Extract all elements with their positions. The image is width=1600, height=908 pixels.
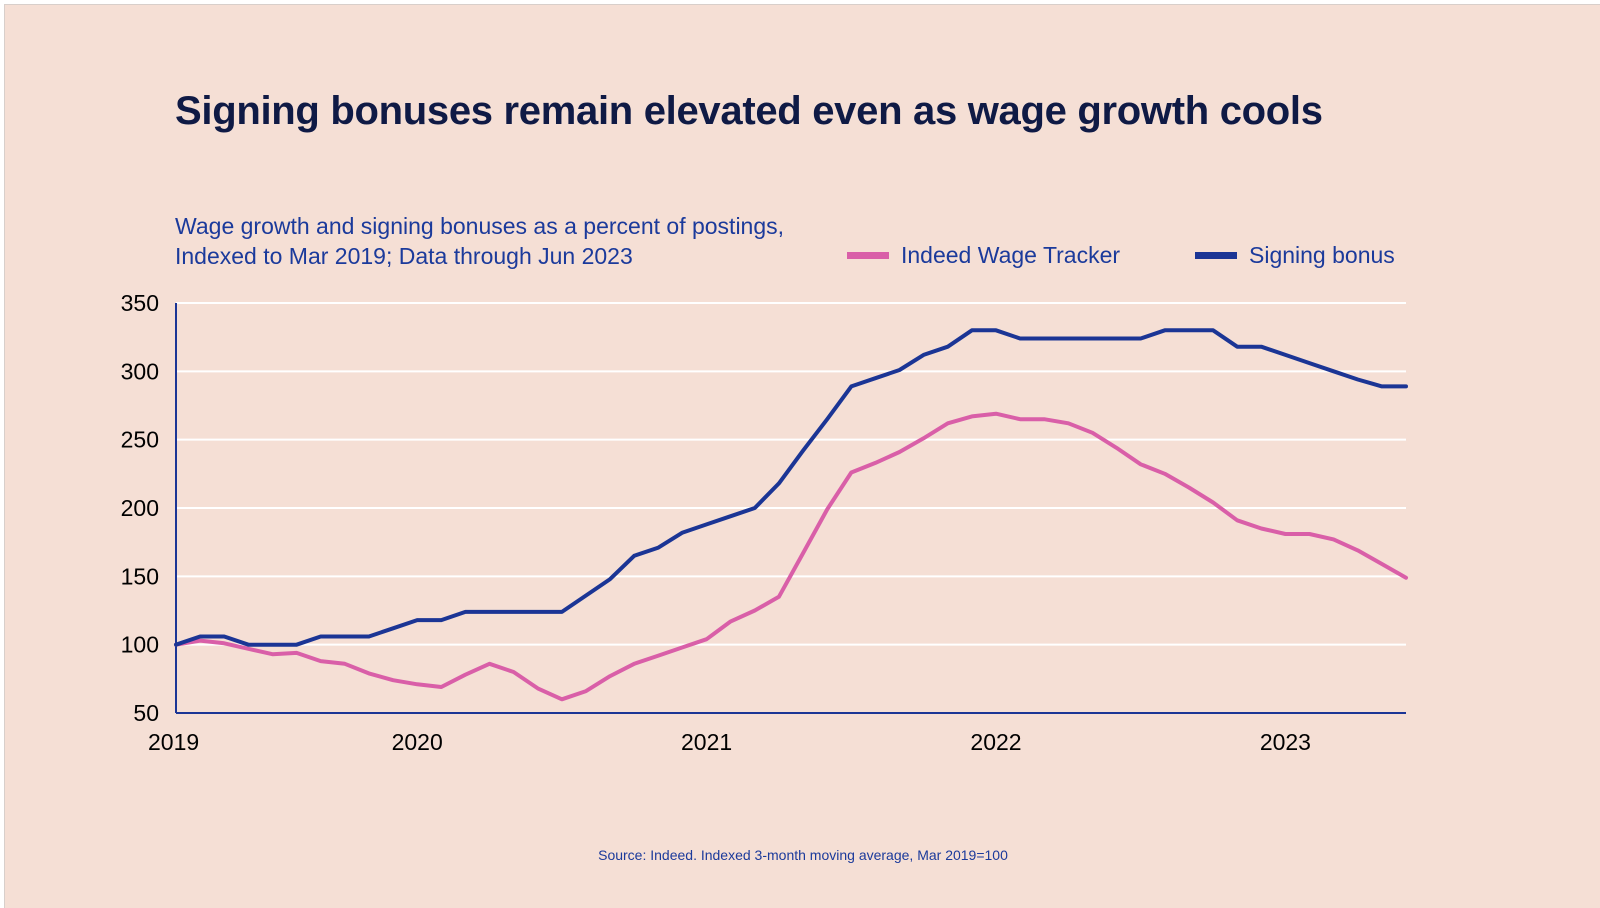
- x-tick-label-2019: 2019: [148, 729, 199, 755]
- legend-label-wage-tracker: Indeed Wage Tracker: [901, 241, 1121, 268]
- chart-subtitle: Wage growth and signing bonuses as a per…: [175, 213, 785, 269]
- y-tick-label-250: 250: [121, 427, 159, 453]
- y-tick-label-150: 150: [121, 563, 159, 589]
- line-chart: 350 300 250 200 150 100 50 2019 2020 2021 2022 202…: [121, 290, 1408, 755]
- x-tick-label-2023: 2023: [1260, 729, 1311, 755]
- y-tick-label-300: 300: [121, 358, 159, 384]
- slide-background: Signing bonuses remain elevated even as …: [4, 4, 1600, 908]
- legend-label-signing-bonus: Signing bonus: [1249, 241, 1395, 268]
- series-line-indeed-wage-tracker: [174, 411, 1408, 702]
- grid-lines: [176, 302, 1406, 646]
- series-line-signing-bonus: [174, 328, 1408, 647]
- y-tick-labels: 350 300 250 200 150 100 50: [121, 290, 159, 726]
- x-tick-label-2022: 2022: [970, 729, 1021, 755]
- legend-item-signing-bonus: Signing bonus: [1195, 240, 1395, 270]
- source-note: Source: Indeed. Indexed 3-month moving a…: [598, 847, 1008, 863]
- y-tick-label-350: 350: [121, 290, 159, 316]
- x-tick-labels: 2019 2020 2021 2022 2023: [148, 729, 1311, 755]
- x-tick-label-2020: 2020: [392, 729, 443, 755]
- y-tick-label-200: 200: [121, 495, 159, 521]
- legend-swatch-wage-tracker: [847, 251, 889, 259]
- y-tick-label-50: 50: [133, 700, 159, 726]
- series-lines: [174, 328, 1408, 702]
- x-tick-label-2021: 2021: [681, 729, 732, 755]
- legend-swatch-signing-bonus: [1195, 251, 1237, 259]
- legend-item-wage-tracker: Indeed Wage Tracker: [847, 240, 1120, 270]
- chart-title: Signing bonuses remain elevated even as …: [175, 89, 1323, 133]
- y-tick-label-100: 100: [121, 632, 159, 658]
